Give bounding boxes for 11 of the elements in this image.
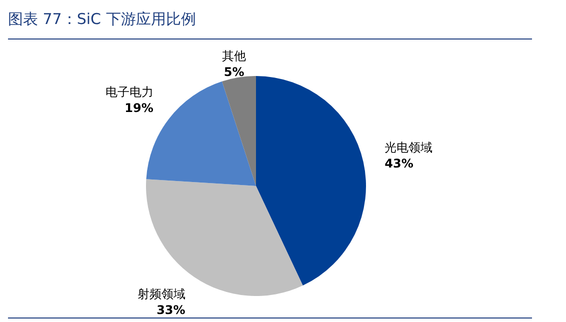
pie-slice	[222, 76, 256, 186]
slice-label: 电子电力	[105, 85, 154, 100]
data-label: 19%	[124, 101, 154, 116]
slice-label: 其他	[222, 49, 246, 63]
chart-title: 图表 77：SiC 下游应用比例	[8, 10, 196, 28]
pie-slice	[256, 76, 366, 286]
data-label: 5%	[224, 65, 244, 79]
slice-label: 射频领域	[137, 286, 186, 301]
data-label: 43%	[384, 156, 414, 170]
data-label: 33%	[156, 302, 186, 317]
slice-label: 光电领域	[384, 140, 433, 154]
